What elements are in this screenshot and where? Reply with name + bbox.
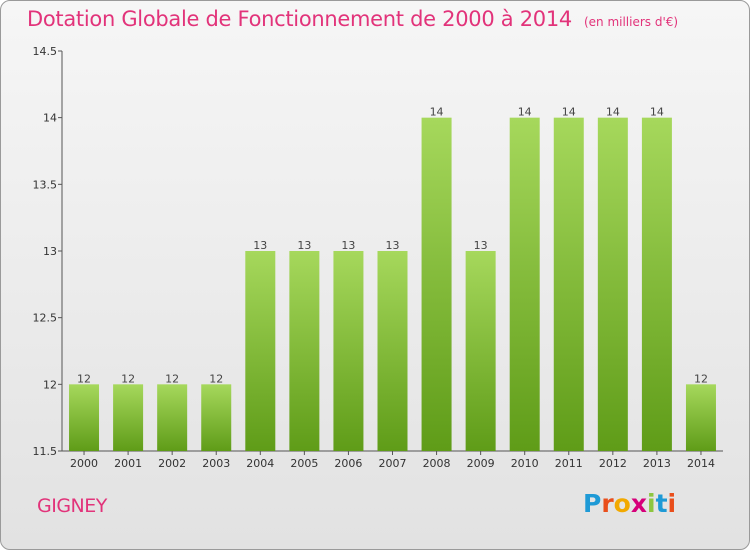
y-tick-label: 13.5 (33, 178, 58, 191)
bar-2012 (597, 117, 628, 452)
bar-value-label: 12 (209, 372, 223, 385)
bar-value-label: 14 (518, 106, 532, 119)
bar-2003 (201, 384, 232, 451)
bar-value-label: 12 (694, 372, 708, 385)
x-tick-label: 2002 (158, 457, 186, 470)
x-tick-label: 2013 (643, 457, 671, 470)
x-tick-label: 2008 (423, 457, 451, 470)
x-tick-label: 2006 (334, 457, 362, 470)
bar-value-label: 13 (386, 239, 400, 252)
y-tick-label: 14.5 (33, 45, 58, 58)
bar-2005 (289, 251, 320, 451)
chart-title-text: Dotation Globale de Fonctionnement de 20… (27, 7, 572, 31)
bar-value-label: 14 (562, 106, 576, 119)
bar-2014 (685, 384, 716, 451)
y-tick-label: 13 (43, 245, 57, 258)
commune-name: GIGNEY (37, 495, 107, 517)
bar-value-label: 13 (341, 239, 355, 252)
bar-2011 (553, 117, 584, 452)
y-tick-label: 12.5 (33, 312, 58, 325)
bar-value-label: 12 (121, 372, 135, 385)
bar-2002 (157, 384, 188, 451)
x-tick-label: 2001 (114, 457, 142, 470)
y-tick-label: 11.5 (33, 445, 58, 458)
chart-subtitle: (en milliers d'€) (583, 15, 679, 29)
bar-2010 (509, 117, 540, 452)
chart-axes: 11.5 12 12.5 13 13.5 14 14.5 2000 2001 2002 2003 20… (33, 45, 723, 470)
bar-value-label: 13 (297, 239, 311, 252)
x-tick-label: 2014 (687, 457, 715, 470)
x-tick-label: 2005 (290, 457, 318, 470)
bar-value-label: 12 (165, 372, 179, 385)
proxiti-logo[interactable]: Proxiti (583, 489, 677, 518)
x-tick-label: 2012 (599, 457, 627, 470)
y-tick-label: 14 (43, 112, 57, 125)
bar-2013 (641, 117, 672, 452)
x-tick-label: 2000 (70, 457, 98, 470)
bar-2007 (377, 251, 408, 451)
bar-value-label: 13 (474, 239, 488, 252)
chart-bars: 12 12 12 12 13 13 13 13 14 13 14 14 14 14 12 (69, 106, 716, 452)
bar-2004 (245, 251, 276, 451)
x-tick-label: 2009 (467, 457, 495, 470)
x-tick-label: 2007 (379, 457, 407, 470)
bar-value-label: 14 (430, 106, 444, 119)
bar-2001 (113, 384, 144, 451)
bar-2000 (69, 384, 100, 451)
x-tick-label: 2010 (511, 457, 539, 470)
chart-title: Dotation Globale de Fonctionnement de 20… (27, 7, 678, 31)
bar-value-label: 13 (253, 239, 267, 252)
bar-2008 (421, 117, 452, 452)
x-tick-label: 2003 (202, 457, 230, 470)
x-tick-label: 2011 (555, 457, 583, 470)
bar-2009 (465, 251, 496, 451)
bar-value-label: 12 (77, 372, 91, 385)
bar-value-label: 14 (606, 106, 620, 119)
y-tick-label: 12 (43, 378, 57, 391)
bar-2006 (333, 251, 364, 451)
bar-value-label: 14 (650, 106, 664, 119)
x-tick-label: 2004 (246, 457, 274, 470)
